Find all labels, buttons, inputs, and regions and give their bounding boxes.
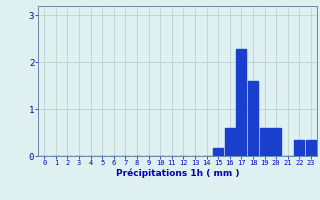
Bar (271, 128, 281, 156)
X-axis label: Précipitations 1h ( mm ): Précipitations 1h ( mm ) (116, 169, 239, 178)
Bar (294, 140, 304, 156)
Bar (260, 128, 269, 156)
Bar (248, 81, 258, 156)
Bar (213, 148, 223, 156)
Bar (306, 140, 316, 156)
Bar (236, 49, 246, 156)
Bar (225, 128, 235, 156)
